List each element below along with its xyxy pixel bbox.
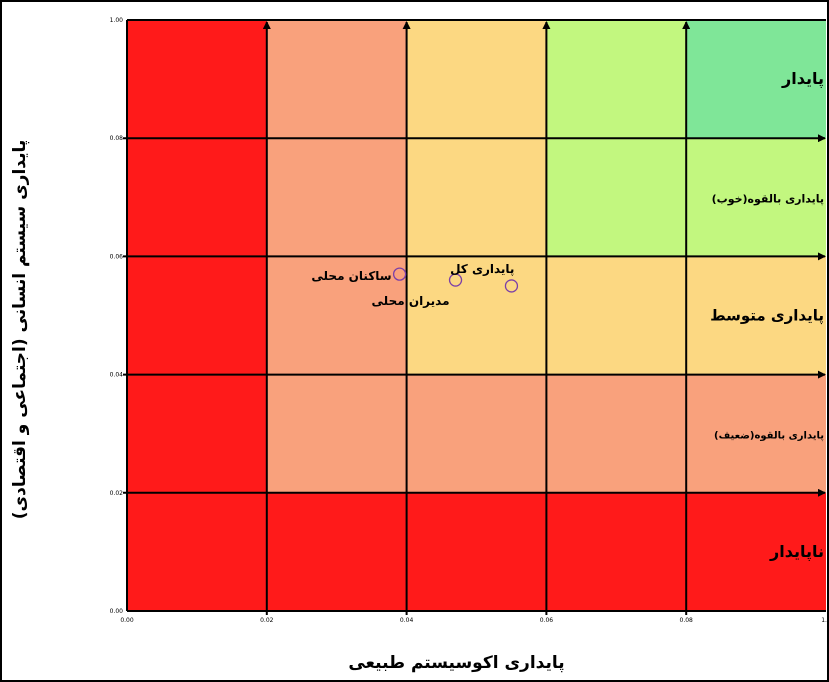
data-point-marker: [448, 273, 463, 287]
zone-cell: [546, 374, 687, 493]
zone-label: پایدار: [781, 69, 824, 89]
data-point-label: پایداری کل: [450, 262, 514, 276]
zone-label: پایداری بالقوه(خوب): [712, 192, 824, 205]
x-axis-title: پایداری اکوسیستم طبیعی: [348, 653, 564, 673]
zone-cell: [546, 20, 687, 139]
zone-cell: [686, 256, 826, 375]
x-tick-label: 0.02: [260, 617, 274, 624]
y-axis-title: پایداری سیستم انسانی (اجتماعی و اقتصادی): [10, 140, 30, 520]
zone-grid: [127, 20, 826, 611]
x-tick-label: 0.00: [120, 617, 134, 624]
zone-cell: [266, 256, 407, 375]
y-tick-label: 0.00: [110, 608, 124, 615]
zone-cell: [127, 492, 267, 611]
zone-cell: [406, 20, 547, 139]
zone-cell: [266, 138, 407, 257]
data-point-marker: [392, 267, 407, 281]
zone-cell: [546, 138, 687, 257]
zone-cell: [127, 138, 267, 257]
zone-cell: [686, 374, 826, 493]
grid-arrows: [123, 19, 826, 615]
zone-label: پایداری متوسط: [710, 307, 824, 326]
x-tick-label: 1.0: [821, 617, 829, 624]
zone-cell: [127, 256, 267, 375]
zone-label: ناپایدار: [769, 542, 824, 562]
data-point-label: مدیران محلی: [372, 294, 450, 308]
zone-label: پایداری بالقوه(ضعیف): [714, 431, 824, 442]
y-tick-label: 1.00: [110, 17, 124, 24]
zone-labels: پایدار پایداری بالقوه(خوب) پایداری متوسط پا…: [710, 69, 824, 562]
zone-cell: [127, 374, 267, 493]
zone-cell: [127, 20, 267, 139]
tick-labels: 0.00 0.02 0.04 0.06 0.08 1.0 0.00 0.02 0.04 0.06 0…: [110, 17, 829, 624]
x-tick-label: 0.04: [400, 617, 414, 624]
y-tick-label: 0.06: [110, 253, 124, 260]
zone-cell: [266, 492, 407, 611]
y-tick-label: 0.08: [110, 135, 124, 142]
zone-cell: [406, 256, 547, 375]
data-points: ساکنان محلی مدیران محلی پایداری کل: [311, 262, 519, 308]
zone-cell: [406, 492, 547, 611]
zone-cell: [266, 374, 407, 493]
x-tick-label: 0.08: [680, 617, 694, 624]
zone-cell: [266, 20, 407, 139]
zone-cell: [686, 138, 826, 257]
y-tick-label: 0.02: [110, 490, 124, 497]
zone-cell: [406, 374, 547, 493]
zone-cell: [686, 492, 826, 611]
data-point-marker: [504, 279, 519, 293]
y-tick-label: 0.04: [110, 372, 124, 379]
zone-cell: [546, 256, 687, 375]
zone-cell: [546, 492, 687, 611]
data-point-label: ساکنان محلی: [311, 269, 391, 283]
x-tick-label: 0.06: [540, 617, 554, 624]
zone-cell: [686, 20, 826, 139]
zone-cell: [406, 138, 547, 257]
